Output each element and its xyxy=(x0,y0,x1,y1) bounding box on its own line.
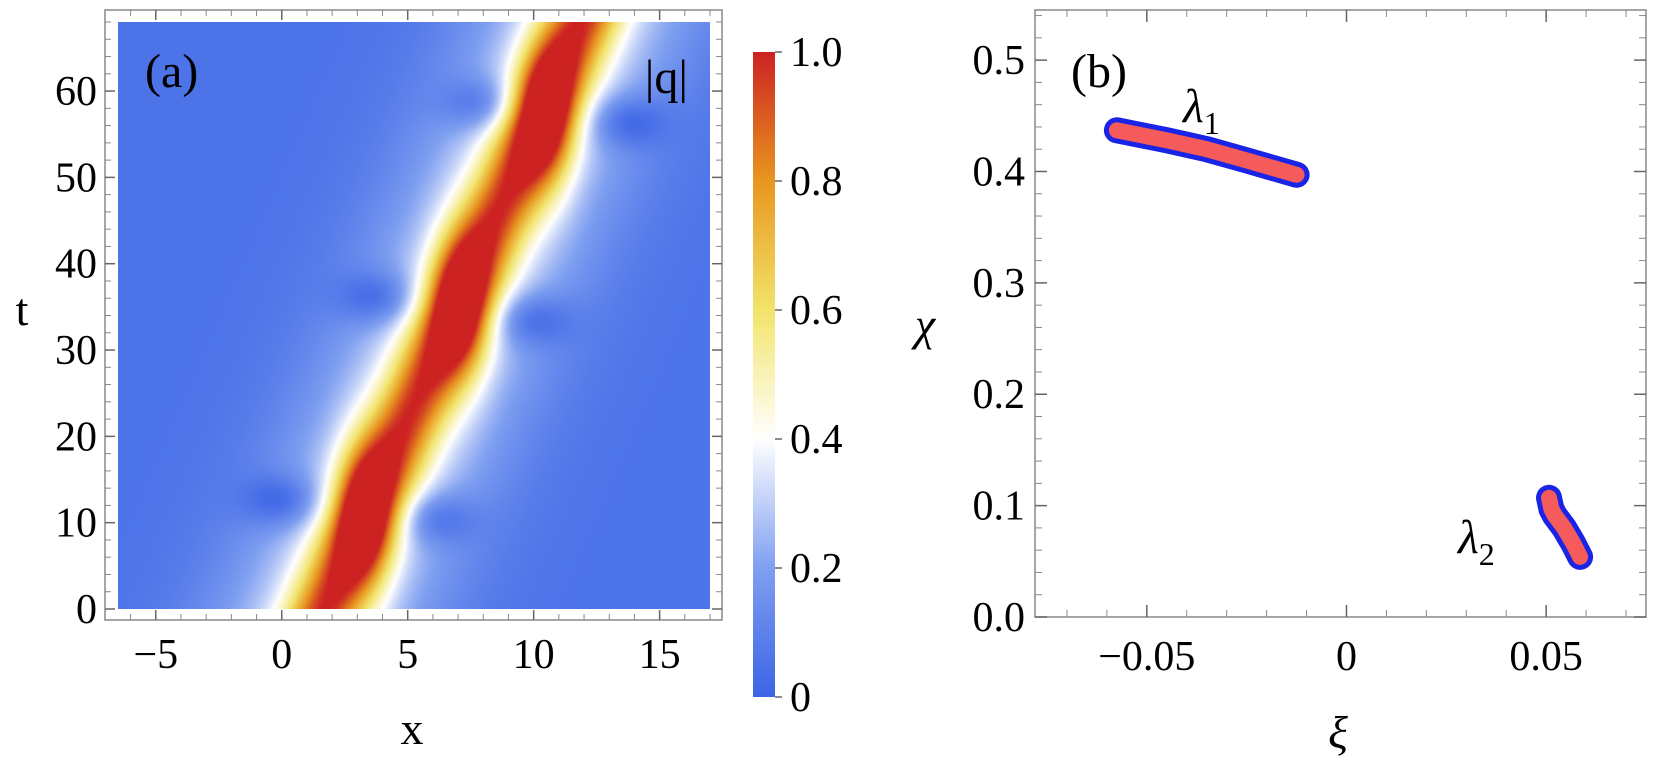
y-axis-ticks: 0 10 20 30 40 50 60 xyxy=(55,21,722,633)
x-tick-label: 0 xyxy=(1336,634,1357,680)
colorbar xyxy=(753,52,775,697)
y-tick-label: 0.3 xyxy=(973,261,1026,307)
panel-b-label: (b) xyxy=(1071,45,1127,98)
x-tick-label: −0.05 xyxy=(1098,634,1195,680)
y-tick-label: 0.2 xyxy=(973,372,1026,418)
x-tick-label: −5 xyxy=(133,632,178,678)
heatmap-image xyxy=(118,22,710,609)
x-tick-label: 10 xyxy=(513,632,555,678)
y-tick-label: 0.5 xyxy=(973,38,1026,84)
colorbar-tick-label: 0.4 xyxy=(790,417,843,463)
eigenvalue-curves xyxy=(1103,117,1594,570)
series-label-lambda-1: λ1 xyxy=(1181,80,1220,141)
panel-b: −0.05 0 0.05 0.0 0.1 0.2 0.3 0.4 0.5 (b) ξ χ λ1… xyxy=(911,9,1647,758)
y-tick-label: 30 xyxy=(55,328,97,374)
heatmap-title: |q| xyxy=(645,51,688,104)
x-axis-ticks: −0.05 0 0.05 xyxy=(1066,10,1627,680)
colorbar-ticks: 0 0.2 0.4 0.6 0.8 1.0 xyxy=(775,30,843,721)
x-tick-label: 5 xyxy=(397,632,418,678)
y-axis-ticks: 0.0 0.1 0.2 0.3 0.4 0.5 xyxy=(973,15,1646,641)
y-tick-label: 50 xyxy=(55,155,97,201)
series-line xyxy=(1541,489,1589,565)
y-tick-label: 60 xyxy=(55,69,97,115)
y-tick-label: 20 xyxy=(55,414,97,460)
x-axis-label: x xyxy=(401,703,424,754)
x-axis-ticks: −5 0 5 10 15 xyxy=(130,10,711,678)
y-axis-label: t xyxy=(16,284,29,335)
y-tick-label: 0.4 xyxy=(973,149,1026,195)
series-line xyxy=(1108,122,1305,183)
y-axis-label: χ xyxy=(911,299,937,350)
colorbar-tick-label: 0.6 xyxy=(790,288,843,334)
y-tick-label: 0.0 xyxy=(973,595,1026,641)
colorbar-tick-label: 0.8 xyxy=(790,159,843,205)
y-tick-label: 10 xyxy=(55,501,97,547)
x-axis-label: ξ xyxy=(1328,707,1348,758)
x-tick-label: 15 xyxy=(639,632,681,678)
colorbar-tick-label: 0 xyxy=(790,675,811,721)
y-tick-label: 0.1 xyxy=(973,484,1026,530)
x-tick-label: 0.05 xyxy=(1509,634,1583,680)
y-tick-label: 0 xyxy=(76,587,97,633)
plot-frame xyxy=(1034,9,1647,618)
colorbar-tick-label: 0.2 xyxy=(790,546,843,592)
x-tick-label: 0 xyxy=(271,632,292,678)
series-label-lambda-2: λ2 xyxy=(1456,511,1495,572)
panel-a-label: (a) xyxy=(145,45,198,98)
y-tick-label: 40 xyxy=(55,242,97,288)
colorbar-tick-label: 1.0 xyxy=(790,30,843,76)
